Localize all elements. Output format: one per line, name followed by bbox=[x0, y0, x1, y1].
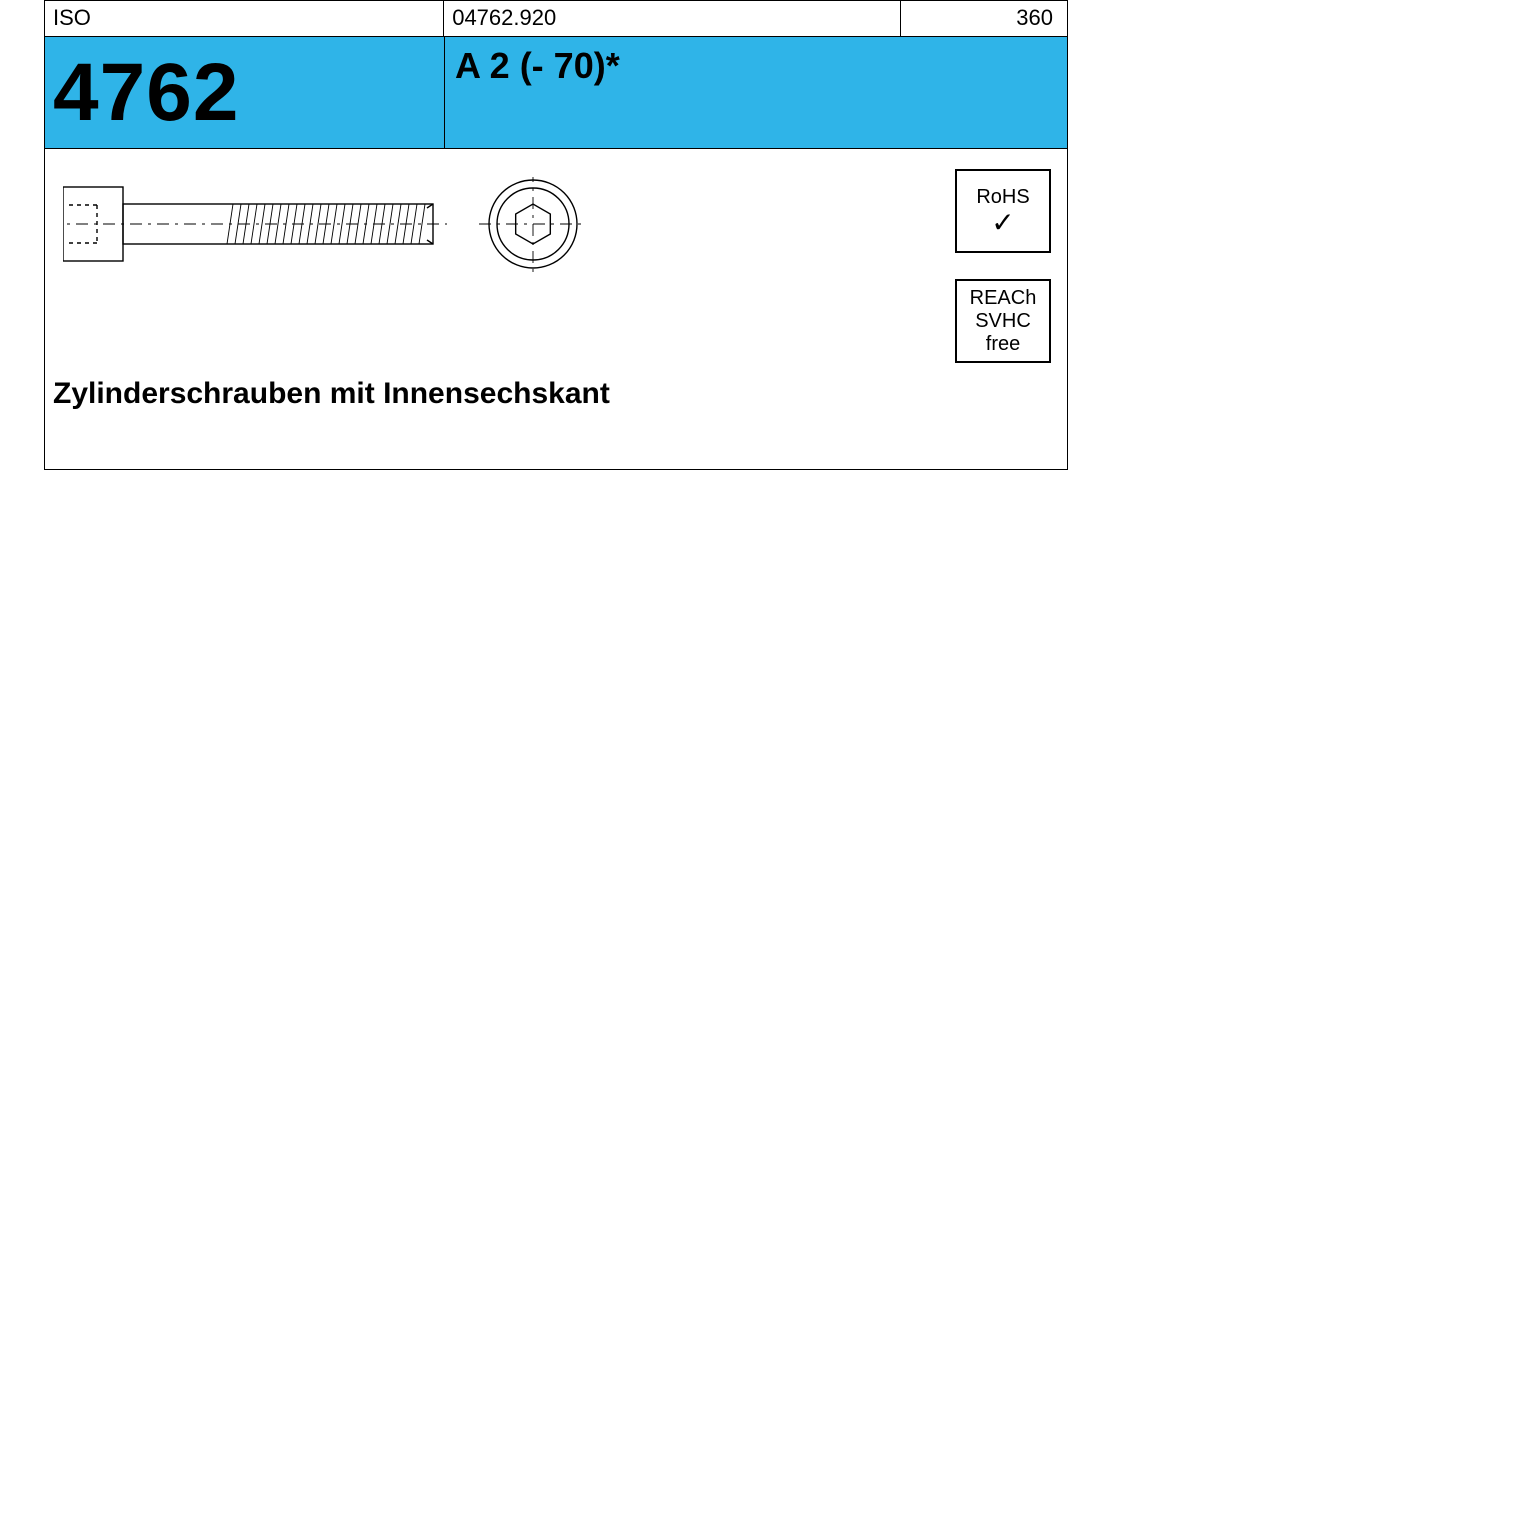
title-left-cell: 4762 bbox=[45, 37, 445, 148]
reach-line3: free bbox=[986, 333, 1020, 356]
screw-diagram bbox=[63, 177, 603, 277]
header-row: ISO 04762.920 360 bbox=[45, 1, 1067, 37]
product-description: Zylinderschrauben mit Innensechskant bbox=[53, 377, 610, 411]
datasheet-frame: ISO 04762.920 360 4762 A 2 (- 70)* Zylin… bbox=[44, 0, 1068, 470]
title-row: 4762 A 2 (- 70)* bbox=[45, 37, 1067, 149]
body-area: Zylinderschrauben mit Innensechskant RoH… bbox=[45, 149, 1067, 469]
header-standard: ISO bbox=[45, 1, 444, 36]
reach-line2: SVHC bbox=[975, 310, 1031, 333]
check-icon: ✓ bbox=[991, 209, 1014, 237]
reach-line1: REACh bbox=[970, 287, 1037, 310]
material-spec: A 2 (- 70)* bbox=[455, 45, 620, 86]
rohs-badge: RoHS ✓ bbox=[955, 169, 1051, 253]
header-code: 04762.920 bbox=[444, 1, 901, 36]
rohs-label: RoHS bbox=[976, 186, 1029, 209]
title-right-cell: A 2 (- 70)* bbox=[445, 37, 1067, 148]
standard-number: 4762 bbox=[53, 46, 239, 140]
reach-badge: REACh SVHC free bbox=[955, 279, 1051, 363]
header-number: 360 bbox=[901, 1, 1067, 36]
